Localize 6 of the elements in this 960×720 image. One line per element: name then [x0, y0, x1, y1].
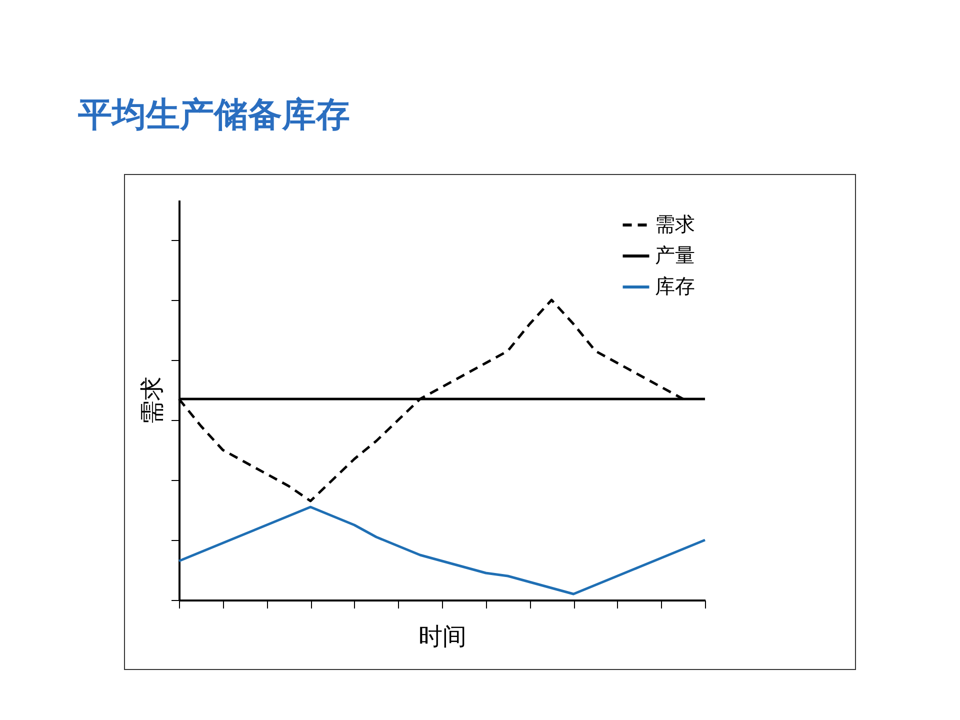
legend-label: 库存 [655, 274, 695, 298]
chart-title: 平均生产储备库存 [78, 94, 350, 137]
legend-label: 需求 [655, 212, 695, 236]
x-axis-title: 时间 [418, 622, 466, 650]
y-axis-title: 需求 [138, 376, 166, 424]
legend-label: 产量 [655, 243, 695, 267]
